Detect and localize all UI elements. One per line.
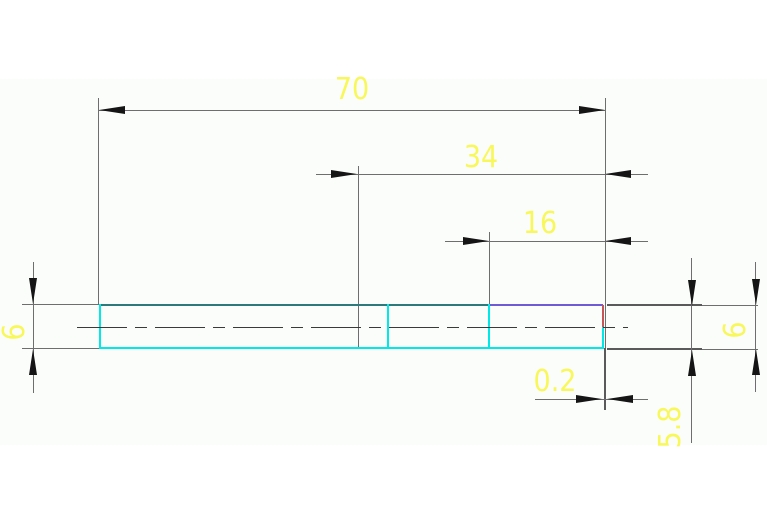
arrow-5.8-bottom[interactable] [688,350,696,376]
arrow-right-dia-top[interactable] [752,279,760,305]
part-right-edge-upper[interactable] [602,305,604,327]
dimension-label-70[interactable]: 70 [334,72,370,107]
dimension-label-right-dia[interactable]: 6 [718,321,753,339]
extension-line-right-common[interactable] [605,98,606,348]
arrow-16-right[interactable] [605,237,631,245]
dimension-line-left-dia[interactable] [33,262,34,393]
dimension-line-34[interactable] [316,174,648,175]
dimension-label-left-dia[interactable]: 6 [0,323,32,341]
part-top-edge-left-section[interactable] [99,304,489,306]
part-top-edge-right-section[interactable] [489,304,603,306]
dimension-line-70[interactable] [99,110,605,111]
extension-line-left-dia-top[interactable] [22,304,99,305]
dimension-label-16[interactable]: 16 [522,206,558,241]
part-bottom-edge[interactable] [99,347,604,349]
extension-line-16-left[interactable] [489,232,490,304]
dimension-line-right-dia[interactable] [755,262,756,392]
extension-line-right-dia-bottom[interactable] [702,349,758,350]
part-step-edge-1[interactable] [387,304,389,349]
arrow-0.2-right[interactable] [607,395,633,403]
drawing-canvas[interactable] [0,79,767,445]
extension-line-right-dia-top-thick[interactable] [607,304,702,306]
centerline[interactable] [77,327,628,328]
part-left-edge[interactable] [99,304,101,349]
arrow-0.2-left[interactable] [576,395,602,403]
extension-line-right-dia-bottom-thick[interactable] [607,348,702,350]
part-right-edge-lower[interactable] [602,327,604,348]
arrow-70-left[interactable] [99,106,125,114]
extension-line-34-left[interactable] [358,166,359,347]
extension-line-0.2[interactable] [604,348,606,410]
arrow-16-left[interactable] [463,237,489,245]
extension-line-left-dia-bottom[interactable] [22,348,99,349]
dimension-line-16[interactable] [445,241,648,242]
arrow-right-dia-bottom[interactable] [752,349,760,375]
dimension-label-0.2[interactable]: 0.2 [533,364,577,399]
arrow-70-right[interactable] [579,106,605,114]
arrow-34-right[interactable] [605,170,631,178]
arrow-34-left[interactable] [331,170,357,178]
extension-line-70-left[interactable] [98,98,99,304]
part-step-edge-2[interactable] [488,304,490,349]
dimension-label-5.8[interactable]: 5.8 [653,405,688,449]
extension-line-right-dia-top[interactable] [702,305,758,306]
arrow-5.8-top[interactable] [688,280,696,306]
arrow-left-dia-top[interactable] [29,278,37,304]
arrow-left-dia-bottom[interactable] [29,349,37,375]
dimension-label-34[interactable]: 34 [463,140,499,175]
